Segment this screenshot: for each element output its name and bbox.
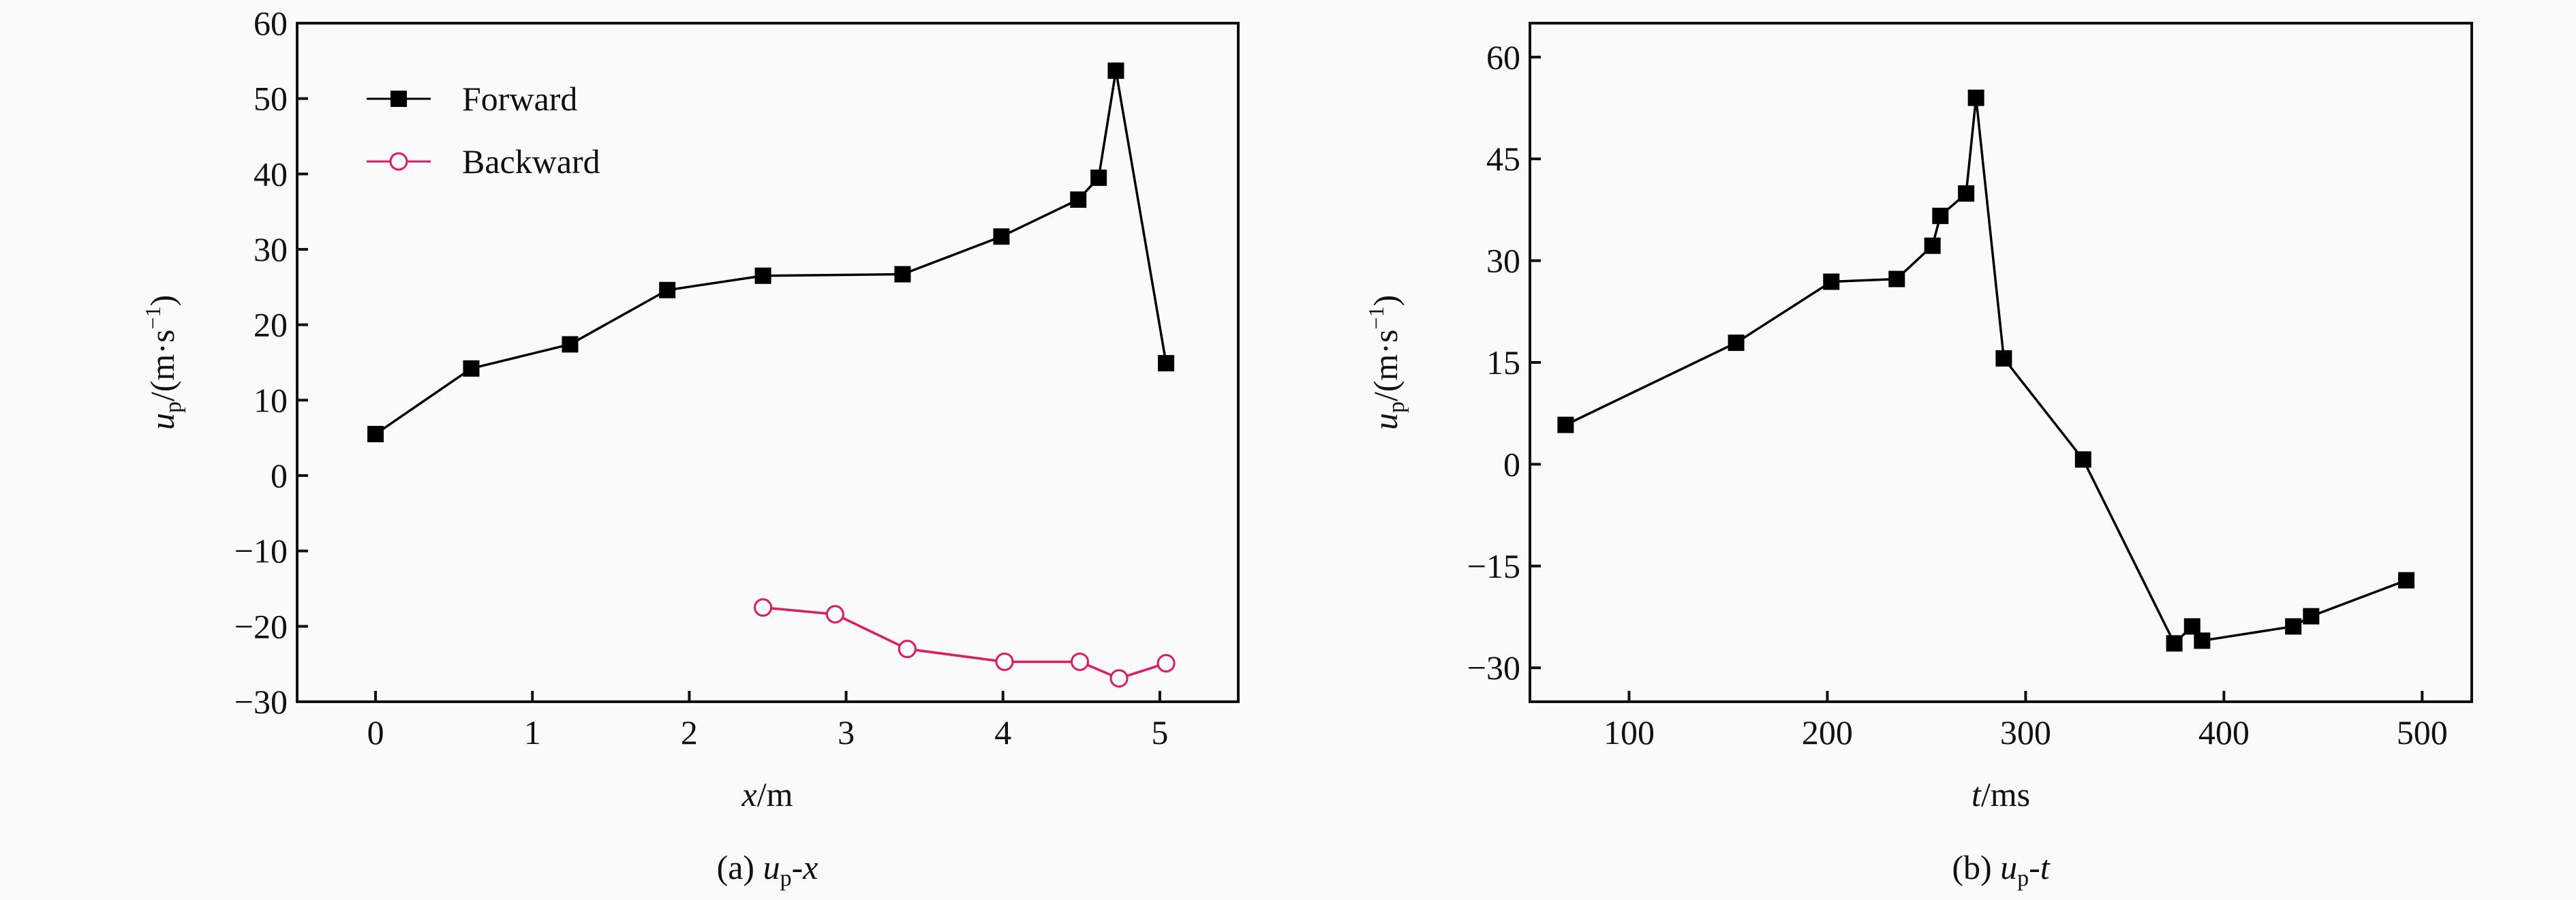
data-point <box>995 652 1014 671</box>
x-ticks-b: 100 200 300 400 500 <box>1604 691 2448 751</box>
x-tick-label: 5 <box>1151 713 1168 751</box>
y-tick-label: −30 <box>234 683 288 721</box>
x-tick-label: 3 <box>838 713 855 751</box>
series-line-0 <box>1565 97 2407 646</box>
y-tick-label: 30 <box>254 230 288 268</box>
x-tick-label: 200 <box>1802 713 1853 751</box>
data-point <box>993 228 1010 245</box>
y-ticks-b: −30 −15 0 15 30 45 60 <box>1467 38 1541 687</box>
y-tick-label: −10 <box>234 532 288 570</box>
legend-forward-label: Forward <box>462 80 577 118</box>
y-tick-label: 30 <box>1486 242 1520 280</box>
legend-backward-marker <box>389 152 408 171</box>
x-tick-label: 4 <box>994 713 1011 751</box>
data-point <box>754 598 773 617</box>
y-tick-label: −20 <box>234 607 288 645</box>
data-point <box>1557 416 1574 433</box>
legend-forward-marker <box>390 91 407 107</box>
y-axis-label-b: up/(m·s−1) <box>1364 295 1409 430</box>
data-point <box>2183 618 2201 635</box>
data-point <box>2074 451 2091 468</box>
x-tick-label: 400 <box>2198 713 2250 751</box>
data-point <box>898 640 917 659</box>
data-point <box>463 360 480 377</box>
data-point <box>754 267 771 284</box>
series-b <box>1557 89 2414 652</box>
y-axis-label-a: up/(m·s−1) <box>140 295 186 430</box>
data-point <box>1728 335 1745 352</box>
x-ticks-a: 0 1 2 3 4 5 <box>367 691 1168 751</box>
data-point <box>2397 572 2414 589</box>
y-tick-label: 10 <box>254 381 288 419</box>
y-tick-label: 50 <box>254 80 288 118</box>
series-a <box>367 62 1176 688</box>
data-point <box>1932 207 1949 224</box>
data-point <box>894 266 911 283</box>
data-point <box>825 605 844 624</box>
y-tick-label: 15 <box>1486 343 1520 382</box>
x-axis-label-a: x/m <box>741 775 793 813</box>
data-point <box>1888 270 1905 288</box>
data-point <box>1156 654 1176 673</box>
data-point <box>1967 89 1984 106</box>
data-point <box>1071 652 1090 671</box>
y-tick-label: 20 <box>254 306 288 344</box>
y-tick-label: 45 <box>1486 140 1520 178</box>
x-tick-label: 2 <box>681 713 698 751</box>
data-point <box>367 426 384 443</box>
caption-b: (b) up-t <box>1952 848 2050 891</box>
x-tick-label: 500 <box>2397 713 2448 751</box>
data-point <box>1070 191 1087 208</box>
data-point <box>1995 350 2012 367</box>
caption-a: (a) up-x <box>717 848 818 891</box>
x-axis-label-b: t/ms <box>1972 775 2030 813</box>
y-tick-label: 60 <box>254 4 288 42</box>
legend-backward-label: Backward <box>462 142 600 181</box>
y-tick-label: 0 <box>1503 445 1520 483</box>
data-point <box>2194 632 2211 649</box>
x-tick-label: 300 <box>2000 713 2051 751</box>
y-tick-label: 60 <box>1486 38 1520 76</box>
data-point <box>659 281 676 298</box>
data-point <box>2303 608 2320 625</box>
x-tick-label: 100 <box>1604 713 1655 751</box>
y-tick-label: −15 <box>1467 547 1520 585</box>
data-point <box>1924 237 1941 254</box>
data-point <box>1107 62 1124 79</box>
data-point <box>1823 273 1840 290</box>
legend: Forward Backward <box>367 80 600 181</box>
data-point <box>2166 635 2183 652</box>
y-ticks-a: −30 −20 −10 0 10 20 30 40 50 60 <box>234 4 308 721</box>
data-point <box>1090 169 1107 186</box>
data-point <box>1158 355 1175 372</box>
data-point <box>2285 618 2302 635</box>
y-tick-label: 40 <box>254 155 288 193</box>
data-point <box>1109 669 1129 688</box>
data-point <box>562 336 579 353</box>
chart-b: 100 200 300 400 500 −30 −15 0 15 30 45 60 up/(m·s−… <box>1364 22 2473 891</box>
y-tick-label: 0 <box>271 456 288 495</box>
plot-frame-a <box>296 22 1240 703</box>
data-point <box>1958 185 1975 202</box>
x-tick-label: 0 <box>367 713 384 751</box>
x-tick-label: 1 <box>524 713 541 751</box>
chart-a: 0 1 2 3 4 5 −30 −20 −10 0 10 20 30 40 50 60 Forward Ba… <box>140 4 1240 891</box>
y-tick-label: −30 <box>1467 649 1520 687</box>
